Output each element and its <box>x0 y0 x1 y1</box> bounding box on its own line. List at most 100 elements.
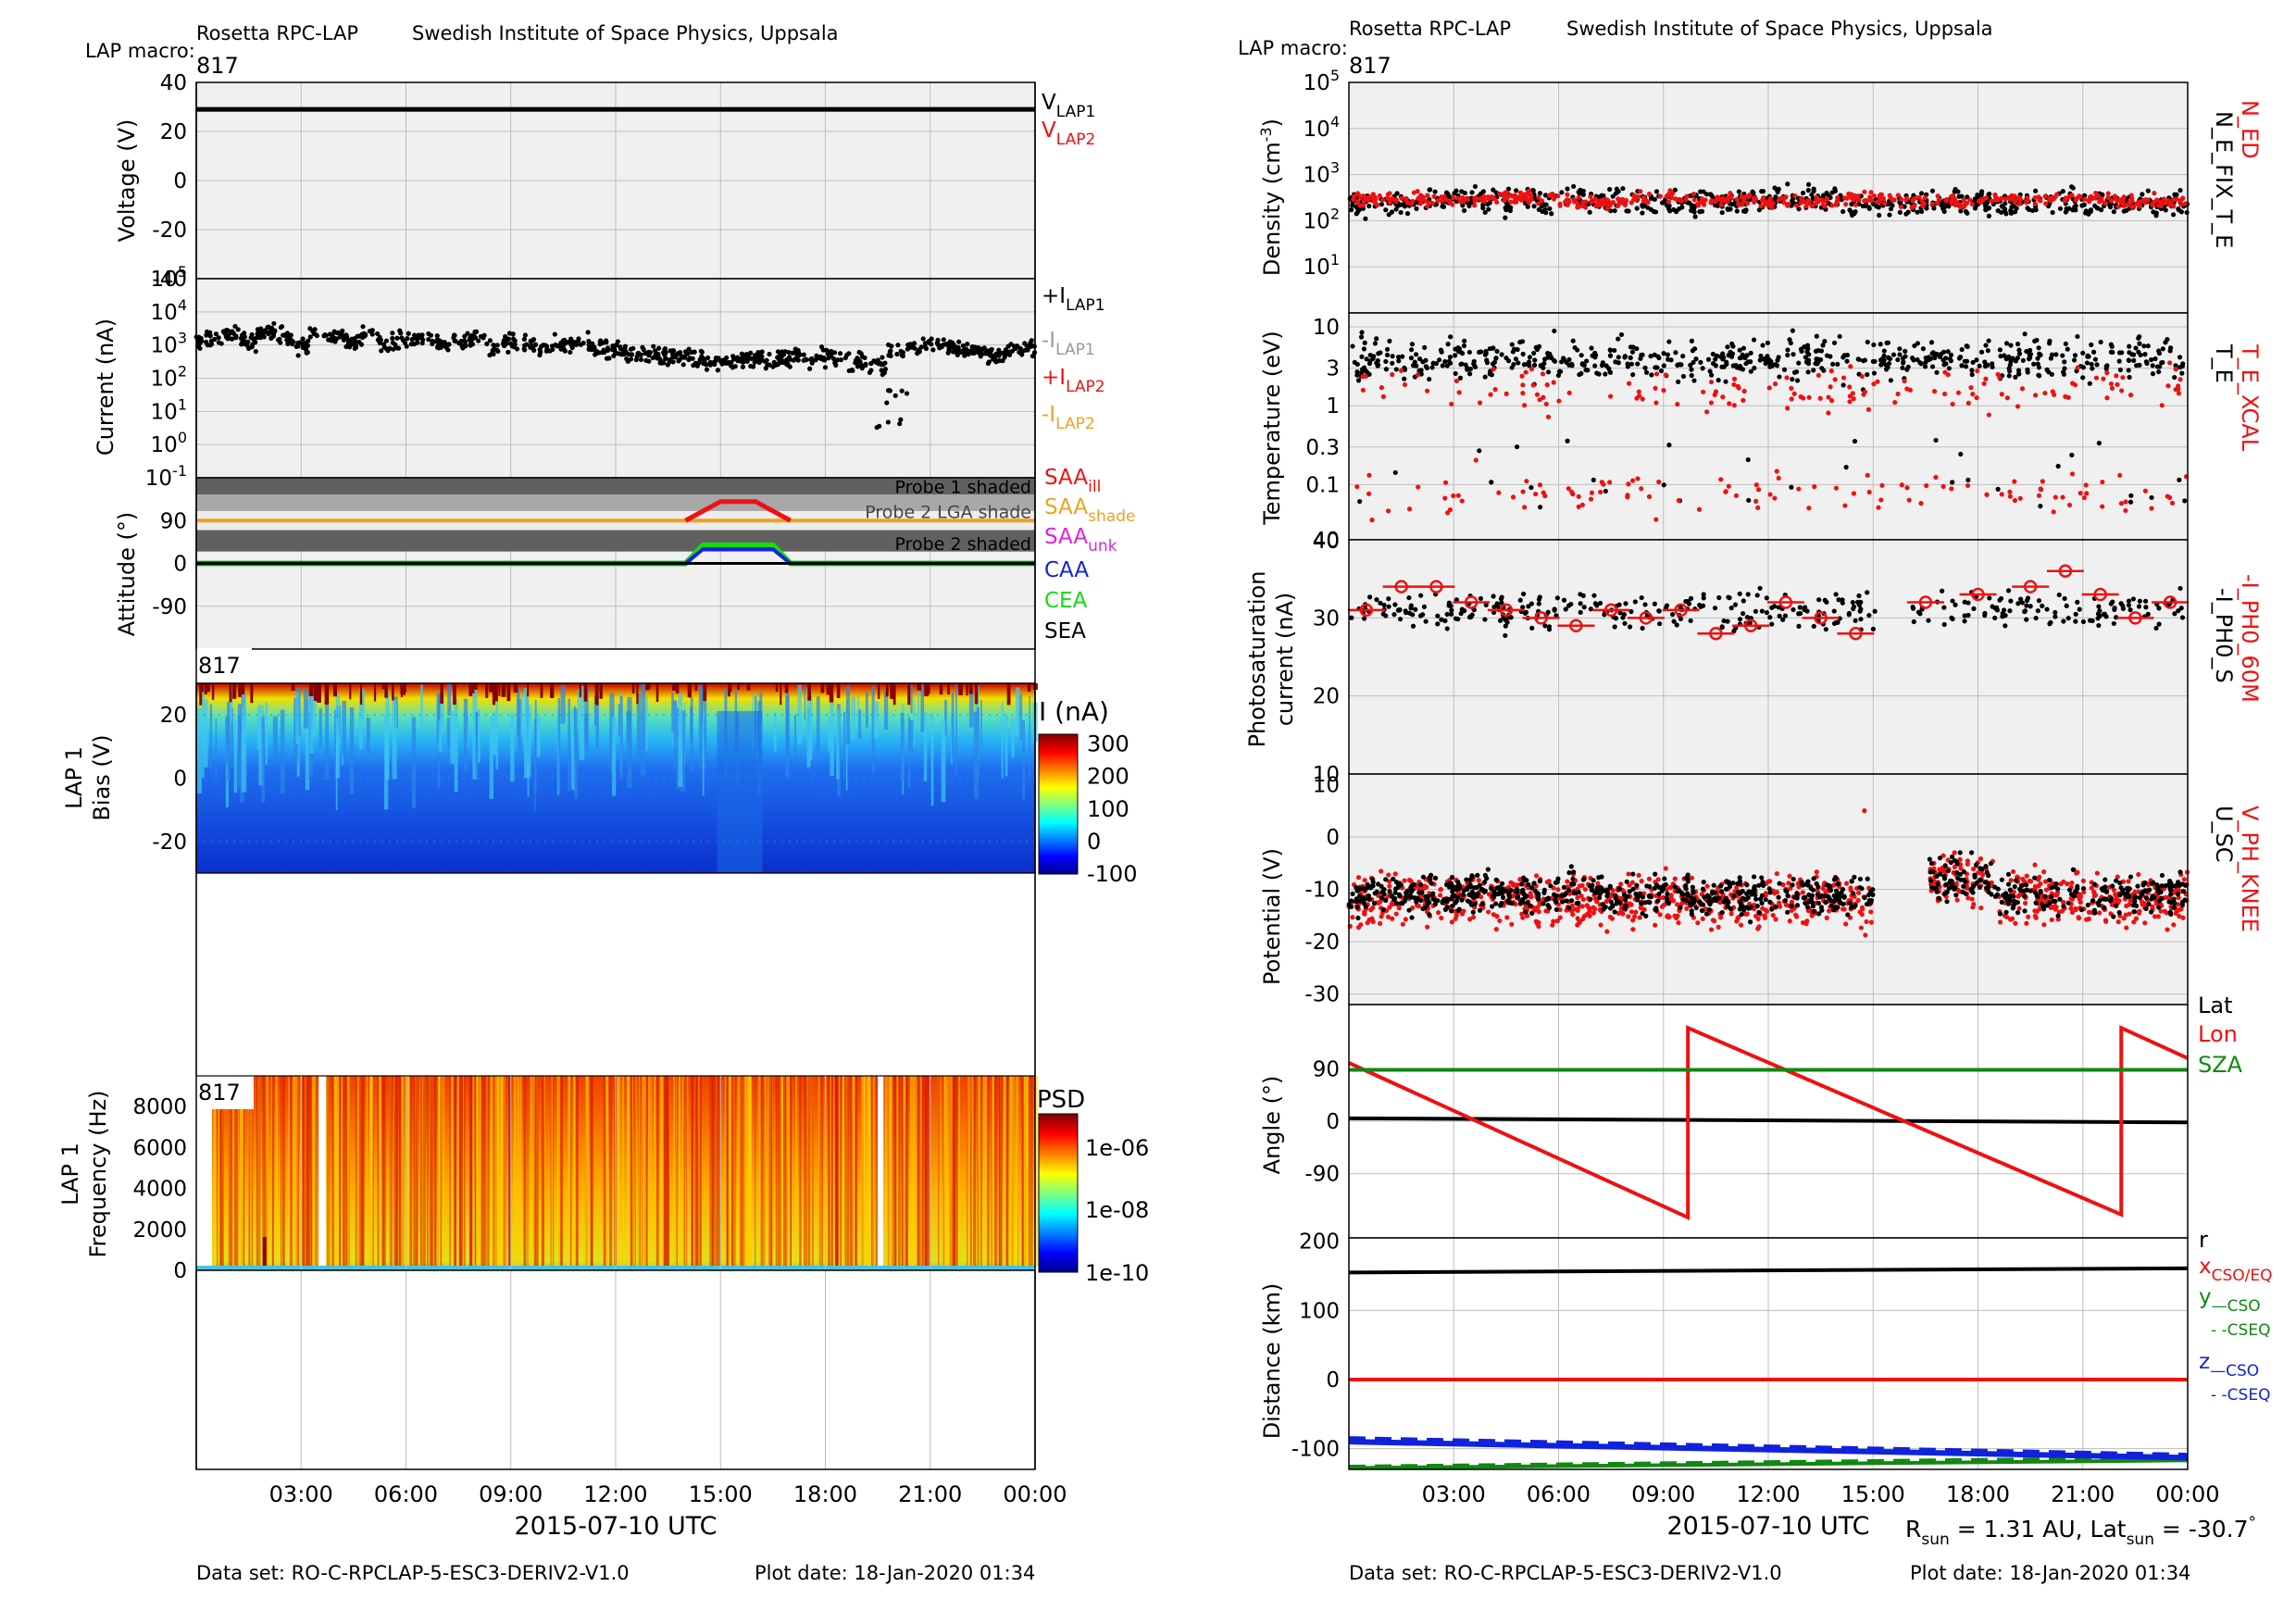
current-point <box>879 368 884 373</box>
temperature-point <box>1489 480 1494 485</box>
current-point <box>242 340 248 345</box>
temperature-point <box>1634 345 1640 352</box>
legend-cea: CEA <box>1044 589 1088 613</box>
psd-streak <box>729 1076 733 1267</box>
temperature-point <box>1703 409 1710 415</box>
temperature-point <box>2015 341 2021 347</box>
current-point <box>996 358 1003 364</box>
density-point <box>2111 209 2116 215</box>
density-point <box>1747 193 1753 198</box>
temperature-point <box>1448 334 1454 340</box>
current-point <box>593 352 598 357</box>
temperature-point <box>1903 348 1908 354</box>
density-point <box>1753 195 1758 201</box>
sweep-top-streak <box>820 683 825 693</box>
psd-ytick: 2000 <box>132 1218 187 1243</box>
current-point <box>922 341 929 346</box>
potential-point <box>1533 873 1540 879</box>
sweep-top-streak <box>917 683 922 691</box>
current-point <box>230 336 235 342</box>
temperature-point <box>1983 376 1989 381</box>
temperature-point <box>1705 356 1712 362</box>
psd-streak <box>787 1076 791 1267</box>
density-point <box>1895 193 1901 198</box>
density-point <box>1844 195 1850 201</box>
psd-streak <box>395 1076 398 1267</box>
sweep-top-streak <box>807 683 812 701</box>
temperature-point <box>1941 391 1948 397</box>
legend-i-ph0-s: -I_PH0_S <box>2211 588 2237 683</box>
temperature-point <box>2127 344 2132 349</box>
photo-point <box>1850 599 1855 606</box>
current-point <box>592 344 597 350</box>
current-point <box>266 324 271 330</box>
density-point <box>1983 205 1989 211</box>
density-point <box>1559 190 1565 195</box>
temperature-point <box>1652 352 1657 357</box>
temperature-point <box>2108 349 2115 355</box>
temperature-point <box>1579 502 1585 507</box>
photo-point <box>1546 624 1553 630</box>
sweep-top-streak <box>974 683 979 705</box>
photo-point <box>2097 608 2103 614</box>
temperature-point <box>1794 378 1801 383</box>
temperature-point <box>1689 367 1694 372</box>
temperature-point <box>1862 389 1868 394</box>
current-point <box>698 348 704 354</box>
temperature-point <box>1929 351 1935 356</box>
photo-point <box>2178 606 2184 611</box>
temperature-point <box>1741 345 1747 351</box>
temperature-point <box>2063 394 2068 399</box>
density-point <box>1411 190 1416 195</box>
potential-point <box>1773 917 1778 922</box>
density-point <box>1672 187 1678 193</box>
temperature-point <box>1767 492 1773 497</box>
temperature-point <box>1805 369 1811 375</box>
temperature-point <box>1538 505 1543 510</box>
temperature-point <box>1965 344 1970 350</box>
psd-streak <box>920 1076 924 1267</box>
density-point <box>1796 206 1802 212</box>
sweep-top-streak <box>645 683 650 691</box>
psd-streak <box>590 1076 593 1267</box>
legend-caa: CAA <box>1044 558 1089 582</box>
photo-point <box>1640 625 1645 631</box>
temperature-point <box>2089 342 2094 347</box>
density-point <box>2152 191 2157 196</box>
current-point <box>250 342 256 347</box>
temperature-point <box>1965 400 1971 406</box>
temperature-point <box>1676 497 1681 504</box>
sweep-top-streak <box>238 683 242 697</box>
sweep-top-streak <box>349 683 352 700</box>
psd-streak <box>659 1076 663 1267</box>
density-point <box>2073 197 2078 203</box>
density-point <box>2108 198 2115 204</box>
current-point <box>849 367 855 373</box>
current-point <box>397 328 403 333</box>
density-point <box>1620 185 1626 192</box>
attitude-ytick: 90 <box>160 509 187 533</box>
psd-streak <box>306 1076 309 1267</box>
density-point <box>1536 201 1541 206</box>
temperature-point <box>1801 395 1806 401</box>
photo-point <box>1685 598 1691 605</box>
psd-colorbar <box>1038 1113 1079 1273</box>
current-point <box>335 330 341 335</box>
density-point <box>2136 199 2141 205</box>
temperature-point <box>2177 365 2183 370</box>
temperature-point <box>1409 342 1416 347</box>
sweep-top-streak <box>359 683 363 706</box>
potential-point <box>1704 883 1710 889</box>
photo-point <box>1656 621 1663 627</box>
temperature-point <box>2050 389 2055 394</box>
sweep-streak <box>773 711 777 752</box>
sweep-streak <box>349 706 355 794</box>
temperature-ytick: 0.3 <box>1305 436 1340 460</box>
sweep-top-streak <box>599 683 603 699</box>
density-point <box>1922 194 1928 201</box>
density-point <box>1899 196 1904 202</box>
temperature-point <box>1865 339 1870 345</box>
sweep-streak <box>534 700 537 793</box>
density-point <box>1543 202 1549 207</box>
current-point <box>885 388 892 394</box>
